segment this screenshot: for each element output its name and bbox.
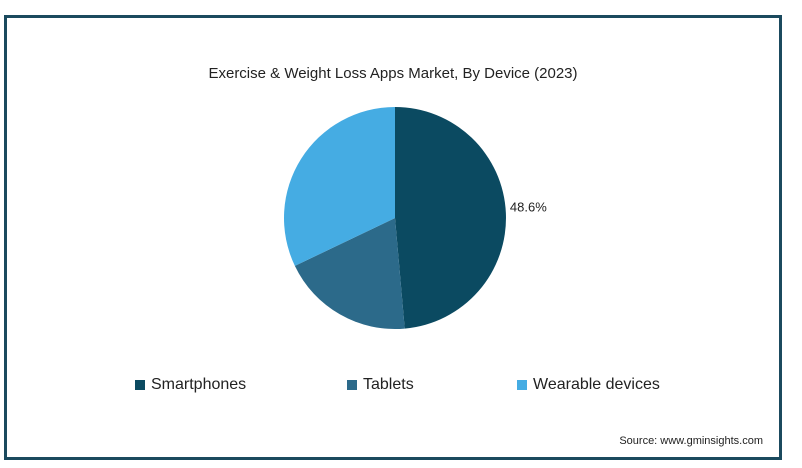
chart-title: Exercise & Weight Loss Apps Market, By D… — [208, 65, 578, 82]
legend: Smartphones Tablets Wearable devices — [7, 376, 779, 400]
legend-label: Tablets — [363, 376, 414, 393]
legend-label: Wearable devices — [533, 376, 660, 393]
legend-item-smartphones: Smartphones — [135, 376, 246, 394]
legend-item-tablets: Tablets — [347, 376, 414, 394]
legend-item-wearable-devices: Wearable devices — [517, 376, 660, 394]
legend-swatch — [517, 380, 527, 390]
source-note: Source: www.gminsights.com — [619, 435, 763, 447]
legend-swatch — [135, 380, 145, 390]
data-label: 48.6% — [510, 200, 547, 215]
pie-slice-tablets — [294, 218, 405, 329]
pie-slice-wearable-devices — [283, 107, 395, 266]
legend-label: Smartphones — [151, 376, 247, 393]
pie-slice-smartphones — [395, 107, 506, 329]
chart-frame: Exercise & Weight Loss Apps Market, By D… — [4, 15, 782, 460]
pie-chart: 48.6% — [283, 107, 547, 329]
legend-swatch — [347, 380, 357, 390]
